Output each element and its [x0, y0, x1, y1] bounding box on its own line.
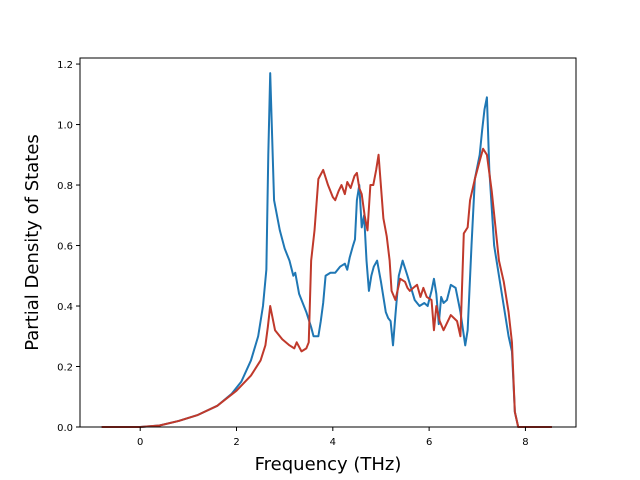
x-axis-label: Frequency (THz) — [255, 454, 402, 475]
x-tick-label: 8 — [522, 437, 528, 448]
x-tick-label: 2 — [233, 437, 239, 448]
y-tick-label: 0.4 — [57, 302, 73, 313]
y-tick-label: 0.2 — [57, 363, 73, 374]
x-tick-label: 0 — [137, 437, 143, 448]
y-axis-label: Partial Density of States — [22, 134, 43, 351]
y-tick-label: 0.0 — [57, 423, 73, 434]
y-tick-label: 1.0 — [57, 121, 73, 132]
y-tick-label: 1.2 — [57, 60, 73, 71]
series-line-2 — [101, 147, 552, 428]
axes-frame — [79, 57, 577, 428]
x-tick-label: 6 — [426, 437, 432, 448]
y-axis-ticks: 0.0 0.2 0.4 0.6 0.8 1.0 1.2 — [57, 60, 80, 434]
x-tick-label: 4 — [330, 437, 336, 448]
plot-area — [80, 58, 576, 427]
series-line-1 — [101, 72, 552, 428]
x-axis-ticks: 0 2 4 6 8 — [137, 427, 529, 448]
series-layer — [101, 72, 552, 428]
y-tick-label: 0.6 — [57, 242, 73, 253]
y-tick-label: 0.8 — [57, 181, 73, 192]
